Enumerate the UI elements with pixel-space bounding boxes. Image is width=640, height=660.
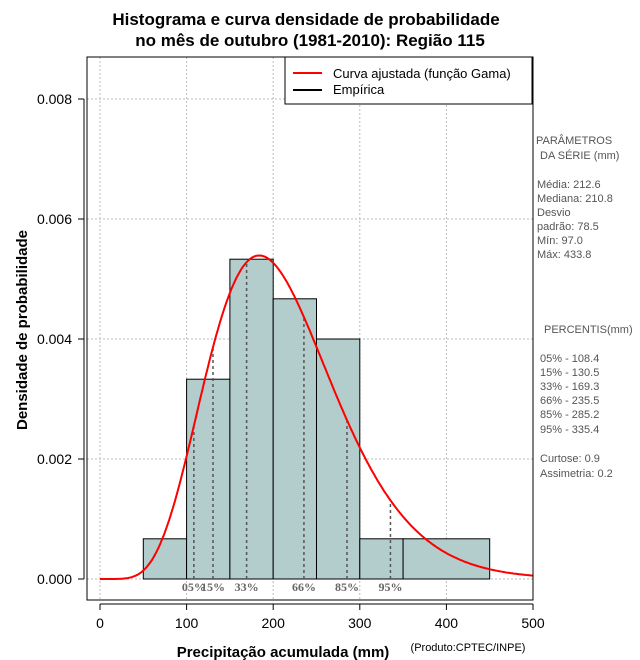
param-max: Máx: 433.8 bbox=[537, 249, 591, 261]
histogram-bar bbox=[272, 298, 317, 580]
y-tick-label: 0.002 bbox=[37, 451, 72, 467]
x-tick-label: 300 bbox=[348, 615, 372, 631]
percentile-label: 15% bbox=[201, 580, 225, 594]
histogram-bars bbox=[142, 258, 491, 580]
x-tick-label: 200 bbox=[262, 615, 286, 631]
legend: Curva ajustada (função Gama) Empírica bbox=[284, 56, 533, 105]
percentile-label: 33% bbox=[235, 580, 259, 594]
x-tick-label: 500 bbox=[521, 615, 545, 631]
percentile-label: 85% bbox=[335, 580, 359, 594]
axes: 0 100 200 300 400 500 0.000 0.002 0.004 0.006 0.00… bbox=[37, 91, 545, 631]
percentil-row: 95% - 335.4 bbox=[540, 424, 599, 436]
percentil-row: 66% - 235.5 bbox=[540, 395, 599, 407]
y-tick-label: 0.000 bbox=[37, 571, 72, 587]
x-tick-label: 0 bbox=[96, 615, 104, 631]
percentile-label: 05% bbox=[182, 580, 206, 594]
percentil-row: 33% - 169.3 bbox=[540, 381, 599, 393]
legend-box bbox=[284, 56, 533, 105]
chart-title-line1: Histograma e curva densidade de probabil… bbox=[112, 10, 499, 29]
credit-label: (Produto:CPTEC/INPE) bbox=[411, 642, 526, 654]
param-curtose: Curtose: 0.9 bbox=[540, 453, 600, 465]
x-axis-label: Precipitação acumulada (mm) bbox=[177, 644, 390, 660]
params-title-2: DA SÉRIE (mm) bbox=[540, 149, 619, 162]
x-tick-label: 400 bbox=[435, 615, 459, 631]
histogram-bar bbox=[229, 258, 274, 580]
y-axis-label: Densidade de probabilidade bbox=[14, 230, 31, 430]
legend-label-curve: Curva ajustada (função Gama) bbox=[333, 66, 511, 81]
y-tick-label: 0.006 bbox=[37, 211, 72, 227]
gamma-density-curve bbox=[100, 254, 534, 580]
param-desvio-1: Desvio bbox=[537, 207, 571, 219]
histogram-bar bbox=[186, 378, 231, 580]
percentile-label: 95% bbox=[378, 580, 402, 594]
percentil-row: 05% - 108.4 bbox=[540, 353, 599, 365]
histogram-bar bbox=[315, 338, 361, 580]
legend-label-empirica: Empírica bbox=[333, 82, 385, 97]
param-mediana: Mediana: 210.8 bbox=[537, 193, 613, 205]
percentil-row: 85% - 285.2 bbox=[540, 409, 599, 421]
series-parameters-panel: PARÂMETROS DA SÉRIE (mm) Média: 212.6 Me… bbox=[536, 134, 633, 480]
chart-title-line2: no mês de outubro (1981-2010): Região 11… bbox=[135, 31, 485, 50]
percentile-label: 66% bbox=[292, 580, 316, 594]
y-tick-label: 0.008 bbox=[37, 91, 72, 107]
x-tick-label: 100 bbox=[175, 615, 199, 631]
param-assimetria: Assimetria: 0.2 bbox=[540, 468, 613, 480]
histogram-bar bbox=[402, 538, 491, 580]
param-min: Mín: 97.0 bbox=[537, 235, 583, 247]
param-desvio-2: padrão: 78.5 bbox=[537, 221, 599, 233]
percentis-title: PERCENTIS(mm) bbox=[544, 324, 633, 336]
percentil-row: 15% - 130.5 bbox=[540, 367, 599, 379]
percentile-markers: 05%15% 33% 66% 85% 95% bbox=[182, 262, 402, 594]
histogram-bar bbox=[359, 538, 404, 580]
param-media: Média: 212.6 bbox=[537, 179, 601, 191]
histogram-bar bbox=[142, 538, 188, 580]
params-title-1: PARÂMETROS bbox=[536, 134, 612, 147]
y-tick-label: 0.004 bbox=[37, 331, 72, 347]
